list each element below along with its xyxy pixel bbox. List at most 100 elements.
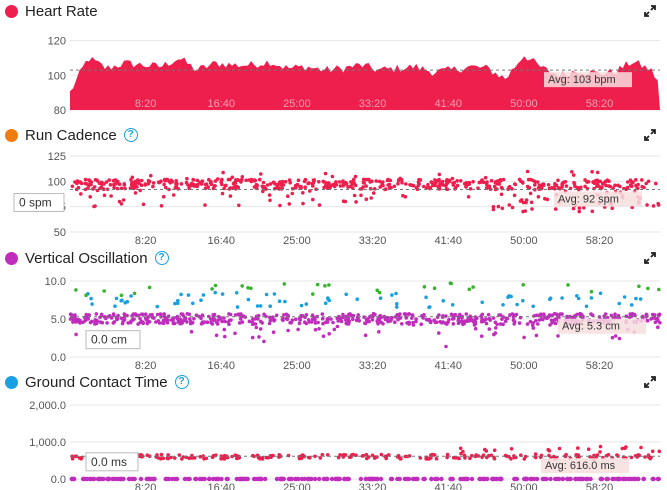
expand-icon[interactable]: [643, 375, 657, 389]
ground-contact-point: [286, 453, 291, 458]
cadence-point: [545, 197, 550, 202]
cadence-point: [520, 180, 525, 185]
cadence-point: [433, 183, 437, 188]
cadence-point: [88, 180, 93, 185]
vertical-oscillation-point: [388, 319, 393, 323]
cadence-point: [388, 178, 393, 183]
vertical-oscillation-point: [264, 292, 269, 297]
ground-contact-point: [127, 476, 132, 482]
vertical-oscillation-point: [250, 335, 255, 340]
vertical-oscillation-point: [148, 313, 153, 317]
cadence-point: [159, 204, 164, 208]
heart-rate-area: [70, 56, 660, 110]
ground-contact-point: [158, 457, 163, 461]
run-cadence-chart[interactable]: 50751001258:2016:4025:0033:2041:4050:005…: [0, 146, 667, 246]
cadence-point: [280, 179, 285, 184]
vertical-oscillation-point: [274, 313, 279, 318]
ground-contact-time-chart[interactable]: 0.0 1,000.0 2,000.0 8:20 16:40 25:00 33:20 41:4…: [0, 393, 667, 490]
vertical-oscillation-point: [456, 315, 461, 320]
cadence-point: [296, 178, 301, 183]
vertical-oscillation-chart[interactable]: 0.0 5.0 10.0 8:20 16:40 25:00 33:20 41:40 50:00 5…: [0, 269, 667, 369]
cadence-point: [350, 186, 355, 190]
vertical-oscillation-point: [320, 312, 325, 316]
expand-icon[interactable]: [643, 4, 657, 18]
cadence-point: [613, 183, 617, 188]
cadence-point: [440, 179, 445, 184]
vertical-oscillation-point: [90, 302, 94, 306]
ground-contact-point: [564, 452, 568, 457]
vertical-oscillation-point: [238, 312, 242, 317]
vertical-oscillation-point: [419, 322, 424, 326]
ground-contact-point: [388, 476, 394, 482]
vertical-oscillation-point: [444, 344, 448, 349]
ground-contact-point: [371, 476, 376, 482]
ground-contact-point: [202, 476, 207, 482]
vertical-oscillation-point: [113, 304, 117, 308]
vertical-oscillation-point: [84, 312, 89, 317]
expand-icon[interactable]: [643, 128, 657, 142]
vertical-oscillation-point: [240, 284, 244, 288]
ground-contact-point: [80, 476, 86, 482]
x-tick-label: 58:20: [586, 482, 614, 490]
ground-contact-point: [313, 454, 317, 459]
cadence-point: [536, 195, 541, 199]
cadence-point: [268, 182, 273, 186]
vertical-oscillation-point: [613, 334, 618, 338]
ground-contact-time-legend-dot: [5, 375, 18, 389]
cadence-point: [97, 181, 102, 186]
vertical-oscillation-point: [119, 316, 124, 321]
help-icon[interactable]: ?: [123, 128, 138, 142]
vertical-oscillation-point: [317, 327, 321, 331]
ground-contact-point: [439, 476, 444, 482]
cadence-point: [645, 203, 649, 207]
cadence-point: [524, 200, 528, 205]
ground-contact-point: [529, 476, 534, 482]
x-tick-label: 41:40: [434, 98, 462, 110]
vertical-oscillation-point: [556, 334, 560, 338]
vertical-oscillation-point: [487, 327, 492, 331]
vertical-oscillation-point: [344, 292, 349, 297]
cadence-point: [221, 170, 225, 175]
ground-contact-point: [198, 455, 203, 459]
vertical-oscillation-point: [186, 293, 191, 297]
heart-rate-chart[interactable]: 80 100 120 8:20 16:40 25:00 33:20 41:40 50:00 58:…: [0, 22, 667, 122]
vertical-oscillation-point: [336, 319, 341, 323]
x-tick-label: 50:00: [510, 360, 538, 369]
vertical-oscillation-point: [155, 304, 160, 309]
vertical-oscillation-point: [375, 319, 380, 323]
ground-contact-point: [541, 476, 547, 482]
cadence-point: [487, 185, 491, 189]
cadence-point: [618, 184, 622, 189]
cadence-point: [489, 178, 494, 183]
vertical-oscillation-point: [155, 312, 160, 317]
cadence-point: [590, 209, 595, 214]
vertical-oscillation-point: [173, 321, 177, 326]
cadence-point: [455, 183, 460, 188]
cursor-readout: 0.0 cm: [91, 333, 127, 347]
ground-contact-point: [164, 476, 170, 482]
cadence-point: [465, 181, 470, 185]
vertical-oscillation-point: [235, 305, 240, 309]
ground-contact-point: [524, 476, 530, 482]
vertical-oscillation-point: [378, 313, 383, 318]
cadence-point: [485, 183, 489, 187]
cadence-point: [346, 185, 350, 189]
cadence-point: [261, 180, 266, 185]
vertical-oscillation-point: [282, 313, 286, 317]
help-icon[interactable]: ?: [154, 251, 169, 265]
cadence-point: [401, 193, 405, 198]
vertical-oscillation-point: [375, 288, 380, 293]
vertical-oscillation-point: [356, 316, 360, 321]
ground-contact-point: [197, 476, 203, 482]
expand-icon[interactable]: [643, 251, 657, 265]
vertical-oscillation-point: [132, 291, 137, 296]
help-icon[interactable]: ?: [174, 375, 189, 389]
ground-contact-point: [207, 476, 212, 482]
vertical-oscillation-point: [310, 320, 314, 324]
vertical-oscillation-point: [176, 298, 180, 303]
vertical-oscillation-point: [249, 286, 253, 291]
ground-contact-point: [485, 476, 490, 482]
cadence-point: [592, 180, 597, 185]
cadence-point: [220, 177, 224, 182]
ground-contact-point: [458, 446, 463, 451]
